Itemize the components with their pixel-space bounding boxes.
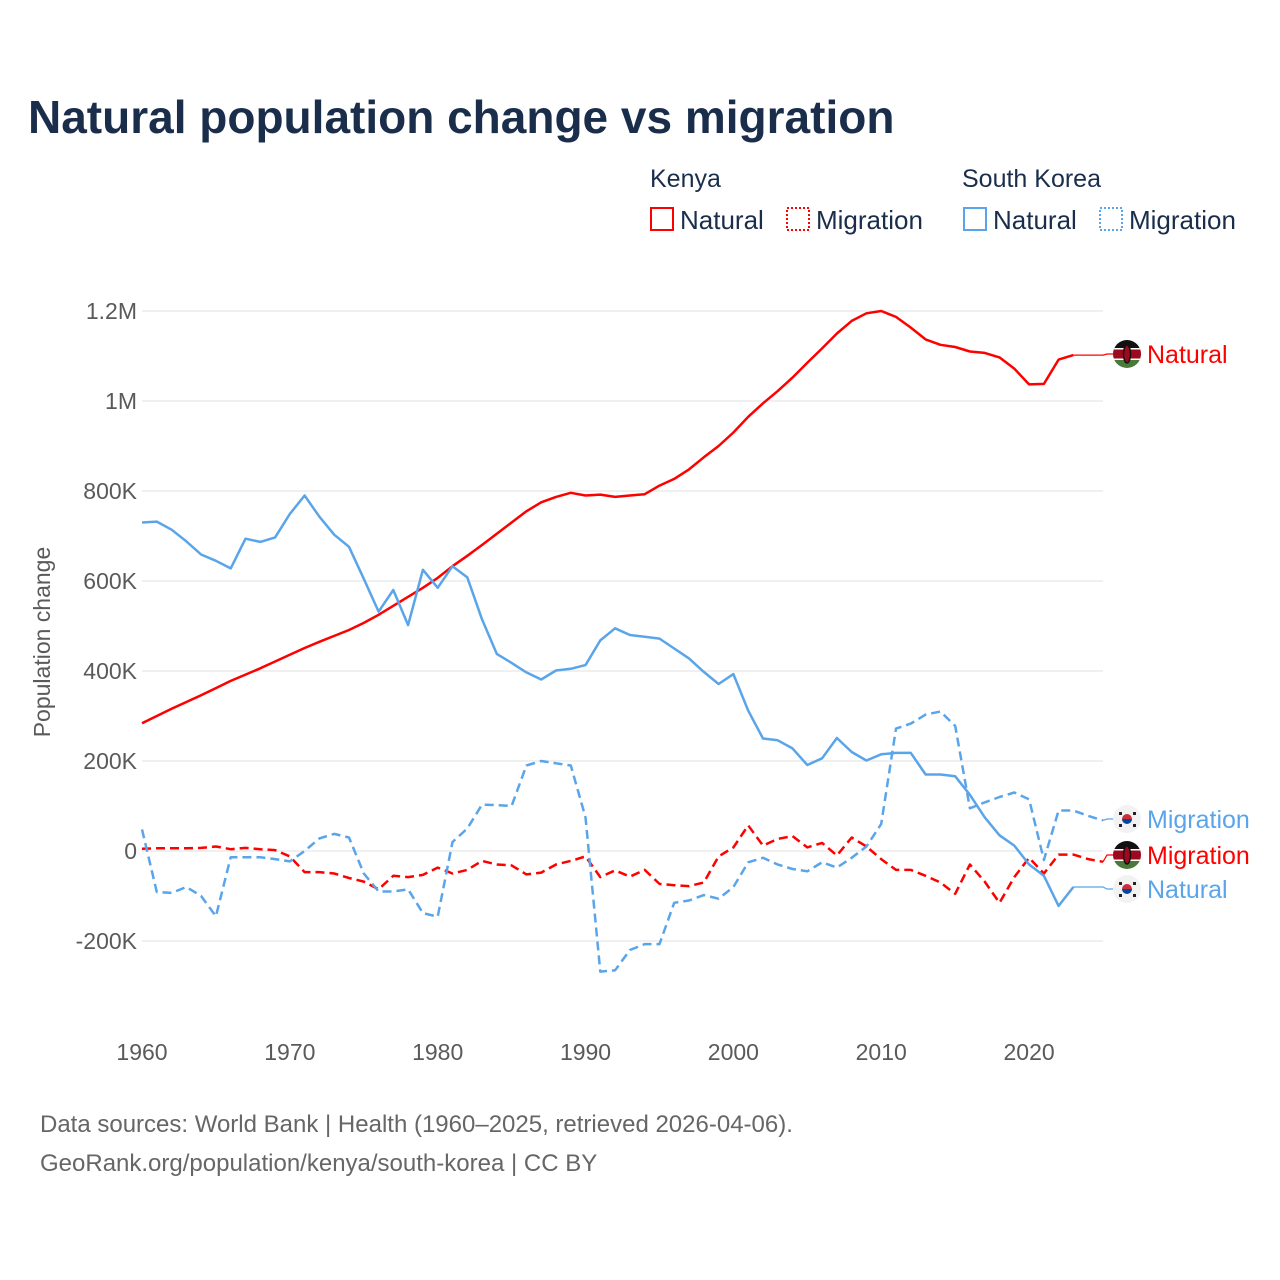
legend-item-sk-migration[interactable]: Migration bbox=[1129, 205, 1236, 235]
end-label-kenya-migration: Migration bbox=[1147, 842, 1250, 870]
legend-item-sk-natural[interactable]: Natural bbox=[993, 205, 1077, 235]
end-label-south-korea-migration: Migration bbox=[1147, 806, 1250, 834]
series-line-south-korea-migration[interactable] bbox=[140, 710, 1104, 973]
x-tick-label: 1970 bbox=[264, 1039, 315, 1065]
y-tick-label: 0 bbox=[124, 838, 137, 864]
legend-group-south-korea: South Korea bbox=[962, 165, 1101, 193]
y-axis-label: Population change bbox=[29, 547, 55, 738]
x-tick-label: 1960 bbox=[116, 1039, 167, 1065]
y-tick-label: 1.2M bbox=[86, 298, 137, 324]
y-tick-label: 600K bbox=[83, 568, 137, 594]
label-connector bbox=[1102, 854, 1114, 863]
y-tick-label: 400K bbox=[83, 658, 137, 684]
legend-item-kenya-natural[interactable]: Natural bbox=[680, 205, 764, 235]
y-tick-label: 1M bbox=[105, 388, 137, 414]
series-lines bbox=[140, 309, 1104, 973]
x-tick-label: 2000 bbox=[708, 1039, 759, 1065]
label-connector bbox=[1073, 353, 1114, 356]
y-tick-label: -200K bbox=[76, 928, 138, 954]
x-tick-label: 1980 bbox=[412, 1039, 463, 1065]
legend-swatch-kenya-natural bbox=[650, 207, 674, 231]
label-connector bbox=[1073, 886, 1114, 890]
source-line-2[interactable]: GeoRank.org/population/kenya/south-korea… bbox=[40, 1150, 597, 1177]
y-tick-labels: -200K 0 200K 400K 600K 800K 1M 1.2M bbox=[76, 298, 138, 954]
south-korea-flag-icon bbox=[1113, 805, 1141, 833]
legend-group-kenya: Kenya bbox=[650, 165, 721, 193]
source-line-1: Data sources: World Bank | Health (1960–… bbox=[40, 1111, 793, 1138]
south-korea-flag-icon bbox=[1113, 875, 1141, 903]
gridlines bbox=[142, 310, 1103, 942]
series-line-kenya-migration[interactable] bbox=[141, 824, 1104, 905]
legend-swatch-sk-natural bbox=[963, 207, 987, 231]
legend: Kenya Natural Migration South Korea Natu… bbox=[650, 165, 1236, 235]
x-tick-label: 1990 bbox=[560, 1039, 611, 1065]
y-tick-label: 200K bbox=[83, 748, 137, 774]
label-connector bbox=[1102, 818, 1114, 821]
chart-title: Natural population change vs migration bbox=[28, 91, 894, 143]
legend-item-kenya-migration[interactable]: Migration bbox=[816, 205, 923, 235]
end-label-kenya-natural: Natural bbox=[1147, 341, 1228, 369]
kenya-flag-icon bbox=[1113, 841, 1141, 869]
x-tick-label: 2010 bbox=[856, 1039, 907, 1065]
y-tick-label: 800K bbox=[83, 478, 137, 504]
x-tick-labels: 1960 1970 1980 1990 2000 2010 2020 bbox=[116, 1039, 1054, 1065]
kenya-flag-icon bbox=[1113, 340, 1141, 368]
x-tick-label: 2020 bbox=[1003, 1039, 1054, 1065]
legend-swatch-kenya-migration bbox=[786, 207, 810, 231]
series-end-labels: Natural Migration Natural Migration bbox=[1073, 340, 1250, 904]
legend-swatch-sk-migration bbox=[1099, 207, 1123, 231]
series-line-south-korea-natural[interactable] bbox=[141, 494, 1075, 908]
series-line-kenya-natural[interactable] bbox=[141, 309, 1074, 725]
end-label-south-korea-natural: Natural bbox=[1147, 876, 1228, 904]
